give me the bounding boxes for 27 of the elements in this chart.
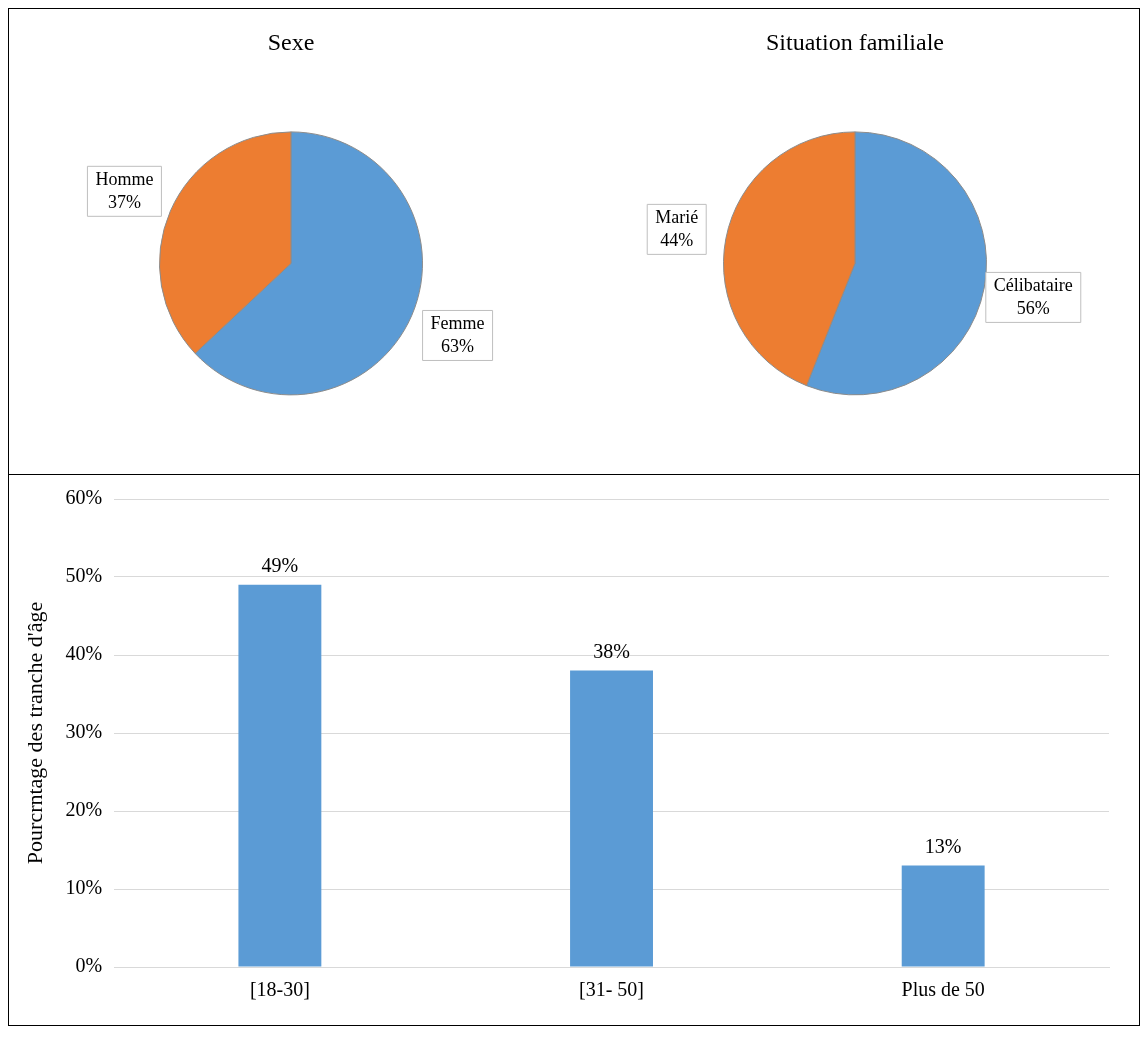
- data-label: 56%: [1016, 298, 1050, 319]
- x-tick-label: [18-30]: [249, 978, 310, 1001]
- bar: [570, 670, 653, 967]
- y-tick-label: 50%: [65, 564, 103, 587]
- slice-label: Marié: [655, 207, 699, 228]
- bar: [238, 584, 322, 967]
- y-tick-label: 20%: [65, 798, 103, 821]
- y-tick-label: 10%: [65, 876, 103, 899]
- chart-title: Sexe: [267, 28, 315, 55]
- chart-title: Situation familiale: [766, 28, 944, 55]
- slice-label: Femme: [430, 313, 485, 334]
- y-tick-label: 60%: [65, 486, 103, 509]
- bar: [901, 865, 985, 967]
- x-tick-label: Plus de 50: [901, 978, 985, 1001]
- data-label: 63%: [441, 336, 475, 357]
- x-tick-label: [31- 50]: [579, 978, 645, 1001]
- y-tick-label: 30%: [65, 720, 103, 743]
- data-label: 49%: [261, 554, 299, 577]
- y-tick-label: 0%: [75, 954, 103, 977]
- y-axis-title: Pourcrntage des tranche d'âge: [21, 601, 47, 865]
- data-label: 37%: [107, 192, 141, 213]
- slice-label: Homme: [95, 169, 154, 190]
- slice-label: Célibataire: [993, 275, 1073, 296]
- data-label: 13%: [924, 834, 962, 857]
- data-label: 44%: [660, 230, 694, 251]
- data-label: 38%: [593, 639, 630, 662]
- y-tick-label: 40%: [65, 642, 103, 665]
